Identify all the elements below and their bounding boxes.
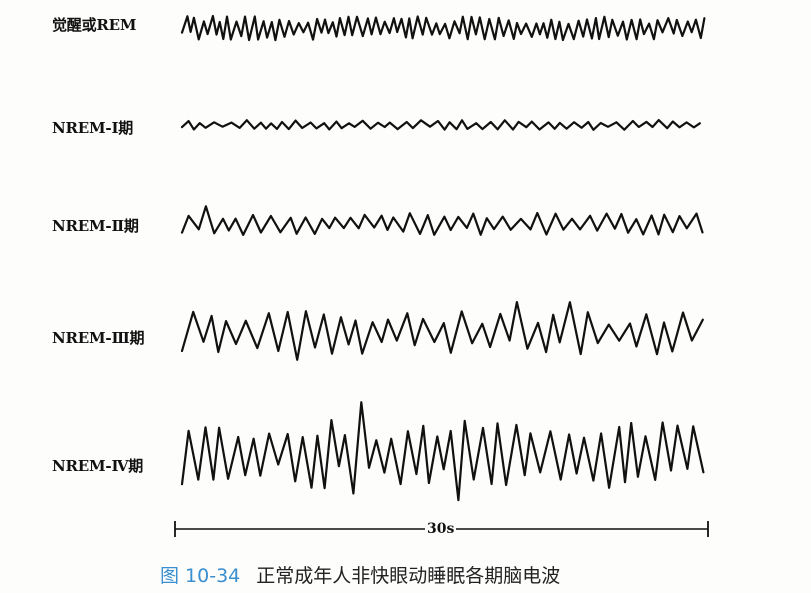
row-label-nrem-4: NREM-Ⅳ期 — [52, 457, 144, 475]
eeg-trace-nrem-1 — [180, 118, 701, 131]
eeg-trace-nrem-3 — [180, 301, 704, 361]
eeg-trace-nrem-4 — [180, 401, 705, 502]
figure-title: 正常成年人非快眼动睡眠各期脑电波 — [256, 565, 561, 587]
row-label-nrem-1: NREM-Ⅰ期 — [52, 119, 134, 137]
figure-caption: 图 10-34 正常成年人非快眼动睡眠各期脑电波 — [160, 561, 560, 588]
row-label-nrem-3: NREM-Ⅲ期 — [52, 329, 145, 347]
row-label-awake-rem: 觉醒或REM — [52, 16, 137, 34]
eeg-trace-nrem-2 — [180, 205, 704, 236]
row-label-nrem-2: NREM-Ⅱ期 — [52, 217, 139, 235]
eeg-trace-awake-rem — [180, 14, 706, 42]
figure-number: 图 10-34 — [160, 565, 241, 587]
scale-bar-label: 30s — [425, 521, 457, 537]
